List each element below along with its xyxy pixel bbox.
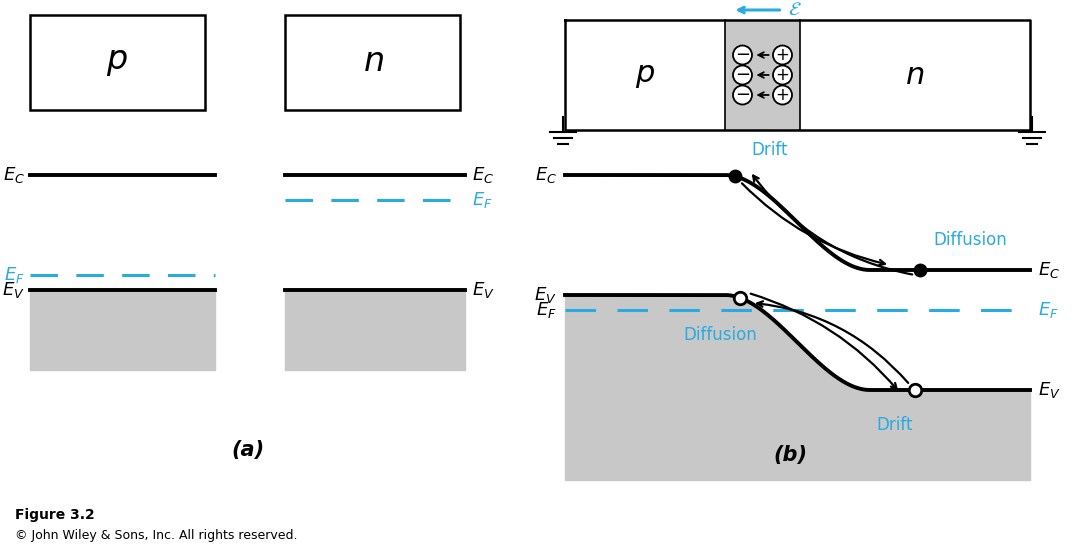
Text: $E_F$: $E_F$: [1038, 300, 1058, 320]
Bar: [725, 20, 800, 130]
Text: $E_C$: $E_C$: [472, 165, 495, 185]
Text: $E_V$: $E_V$: [2, 280, 25, 300]
Text: $E_V$: $E_V$: [535, 285, 557, 305]
Circle shape: [733, 65, 752, 84]
Text: +: +: [775, 86, 789, 104]
Text: Drift: Drift: [877, 416, 914, 434]
Text: © John Wiley & Sons, Inc. All rights reserved.: © John Wiley & Sons, Inc. All rights res…: [15, 528, 297, 541]
Text: $E_C$: $E_C$: [3, 165, 25, 185]
Text: Diffusion: Diffusion: [684, 326, 757, 344]
Circle shape: [773, 46, 792, 65]
Text: $n$: $n$: [905, 60, 924, 90]
Text: $E_F$: $E_F$: [472, 190, 492, 210]
Text: +: +: [775, 46, 789, 64]
Text: $E_F$: $E_F$: [537, 300, 557, 320]
Bar: [800, 20, 1030, 130]
Text: $n$: $n$: [363, 46, 383, 78]
Text: −: −: [734, 66, 751, 84]
Text: (b): (b): [773, 445, 807, 465]
Text: −: −: [734, 46, 751, 64]
Bar: [30, 15, 205, 110]
Text: (a): (a): [231, 440, 265, 460]
Text: $\mathcal{E}$: $\mathcal{E}$: [787, 1, 801, 19]
Text: $p$: $p$: [106, 46, 127, 78]
Circle shape: [733, 46, 752, 65]
Text: $E_V$: $E_V$: [1038, 380, 1061, 400]
Bar: [285, 15, 460, 110]
Circle shape: [773, 65, 792, 84]
Text: Drift: Drift: [752, 141, 788, 159]
Circle shape: [733, 85, 752, 104]
Bar: [565, 20, 725, 130]
Text: $E_C$: $E_C$: [1038, 260, 1061, 280]
Text: Figure 3.2: Figure 3.2: [15, 508, 95, 522]
Text: $p$: $p$: [635, 60, 656, 90]
Text: Diffusion: Diffusion: [933, 231, 1007, 249]
Text: $E_F$: $E_F$: [4, 265, 25, 285]
Text: $E_V$: $E_V$: [472, 280, 495, 300]
Text: +: +: [775, 66, 789, 84]
Text: $E_C$: $E_C$: [535, 165, 557, 185]
Text: −: −: [734, 86, 751, 104]
Circle shape: [773, 85, 792, 104]
